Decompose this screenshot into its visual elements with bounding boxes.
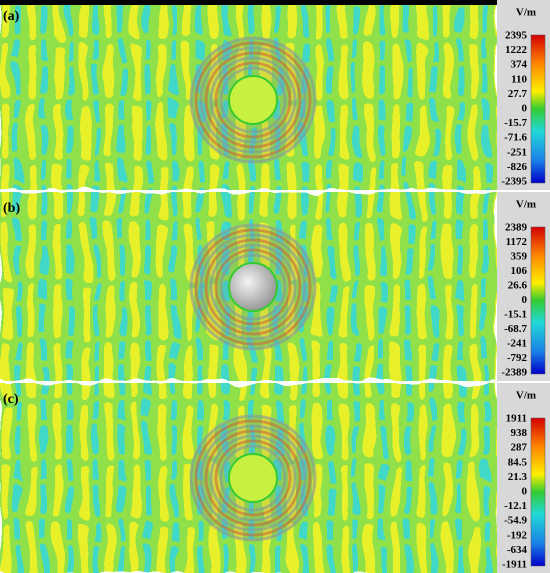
ring xyxy=(199,424,307,532)
colorbar-tick-label: 26.6 xyxy=(508,280,528,292)
ring xyxy=(194,228,312,346)
ring xyxy=(194,419,312,537)
colorbar-tick-label: -2395 xyxy=(501,176,527,188)
panel: V/m 2389 1172 359 106 26.6 0 -15.1 -68.7 -241 -792… xyxy=(0,190,550,381)
ring xyxy=(204,238,302,336)
panel: V/m 2395 1222 374 110 27.7 0 -15.7 -71.6 -251 -826… xyxy=(0,0,550,190)
colorbar-tick-label: -2389 xyxy=(501,367,527,379)
colorbar xyxy=(530,417,546,567)
separator xyxy=(0,381,550,383)
colorbar-tick-label: 938 xyxy=(511,427,528,439)
colorbar-tick-label: -792 xyxy=(507,352,528,364)
colorbar-tick-label: 1222 xyxy=(505,44,528,56)
colorbar-tick-label: 2389 xyxy=(505,222,528,234)
top-bar xyxy=(0,0,550,5)
colorbar-tick-label: 1172 xyxy=(506,236,528,248)
colorbar-tick-label: 2395 xyxy=(505,30,528,42)
panel: V/m 1911 938 287 84.5 21.3 0 -12.1 -54.9 -192 -634… xyxy=(0,381,550,573)
ring xyxy=(214,61,292,139)
ring xyxy=(194,41,312,159)
colorbar-tick-label: -71.6 xyxy=(504,132,527,144)
ring xyxy=(219,253,287,321)
colorbar-tick-label: -15.7 xyxy=(504,117,527,129)
colorbar-tick-label: 1911 xyxy=(506,413,527,425)
ring xyxy=(209,56,297,144)
separator xyxy=(0,190,550,192)
unit-label: V/m xyxy=(516,390,536,402)
colorbar-tick-label: -68.7 xyxy=(504,323,527,335)
ring xyxy=(209,434,297,522)
core xyxy=(228,75,278,125)
colorbar-tick-label: 21.3 xyxy=(508,471,528,483)
unit-label: V/m xyxy=(516,199,536,211)
panel-label: (a) xyxy=(3,9,20,24)
colorbar-tick-label: 0 xyxy=(522,294,528,306)
colorbar-tick-label: 84.5 xyxy=(508,456,528,468)
ring xyxy=(199,46,307,154)
ring xyxy=(214,248,292,326)
colorbar-tick-label: -251 xyxy=(507,146,527,158)
ring xyxy=(214,439,292,517)
colorbar-tick-label: 359 xyxy=(511,251,528,263)
colorbar-tick-label: -826 xyxy=(507,161,528,173)
colorbar-tick-label: -634 xyxy=(507,544,528,556)
unit-label: V/m xyxy=(516,7,536,19)
colorbar xyxy=(530,226,546,375)
core xyxy=(228,262,278,312)
core xyxy=(228,453,278,503)
colorbar-tick-label: -1911 xyxy=(502,559,527,571)
ring xyxy=(204,429,302,527)
colorbar-tick-label: 374 xyxy=(511,59,528,71)
ring xyxy=(209,243,297,331)
panel-label: (c) xyxy=(3,392,19,407)
colorbar-tick-label: 0 xyxy=(522,103,528,115)
colorbar-tick-label: 0 xyxy=(522,486,528,498)
ring xyxy=(204,51,302,149)
ring xyxy=(189,223,317,351)
colorbar xyxy=(530,34,546,184)
ring xyxy=(219,444,287,512)
ring xyxy=(189,36,317,164)
colorbar-tick-label: 110 xyxy=(511,73,527,85)
colorbar-tick-label: 106 xyxy=(511,265,528,277)
ring xyxy=(199,233,307,341)
panel-label: (b) xyxy=(3,201,20,216)
colorbar-tick-label: -15.1 xyxy=(504,309,527,321)
colorbar-tick-label: -54.9 xyxy=(504,515,527,527)
colorbar-tick-label: 287 xyxy=(511,442,528,454)
colorbar-tick-label: -12.1 xyxy=(504,500,527,512)
colorbar-tick-label: -241 xyxy=(507,338,527,350)
ring xyxy=(189,414,317,542)
ring xyxy=(219,66,287,134)
colorbar-tick-label: -192 xyxy=(507,529,528,541)
colorbar-tick-label: 27.7 xyxy=(508,88,528,100)
